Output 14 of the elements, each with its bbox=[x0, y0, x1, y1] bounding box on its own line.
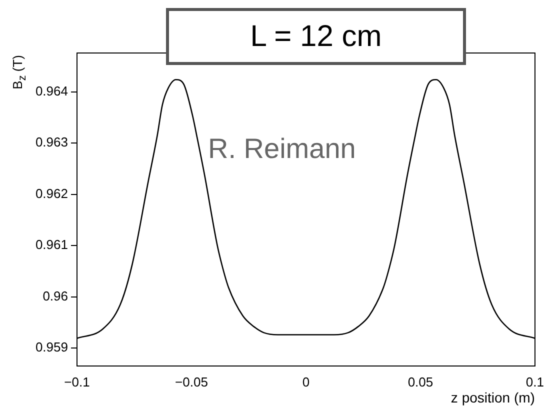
x-tick-label: −0.1 bbox=[64, 374, 90, 390]
annotation: R. Reimann bbox=[208, 133, 356, 165]
y-tick-label: 0.961 bbox=[35, 237, 68, 252]
y-tick-label: 0.962 bbox=[35, 186, 68, 201]
y-tick-label: 0.964 bbox=[35, 84, 68, 99]
x-axis-title: z position (m) bbox=[450, 389, 535, 406]
y-tick-label: 0.96 bbox=[42, 288, 68, 304]
title-frame: L = 12 cm bbox=[166, 8, 466, 65]
y-tick-label: 0.963 bbox=[35, 134, 68, 150]
x-tick-label: 0.05 bbox=[408, 374, 434, 390]
x-tick-label: 0 bbox=[302, 374, 310, 390]
x-tick-label: −0.05 bbox=[175, 374, 208, 390]
y-tick-label: 0.959 bbox=[35, 340, 68, 355]
x-tick-label: 0.1 bbox=[526, 374, 544, 390]
